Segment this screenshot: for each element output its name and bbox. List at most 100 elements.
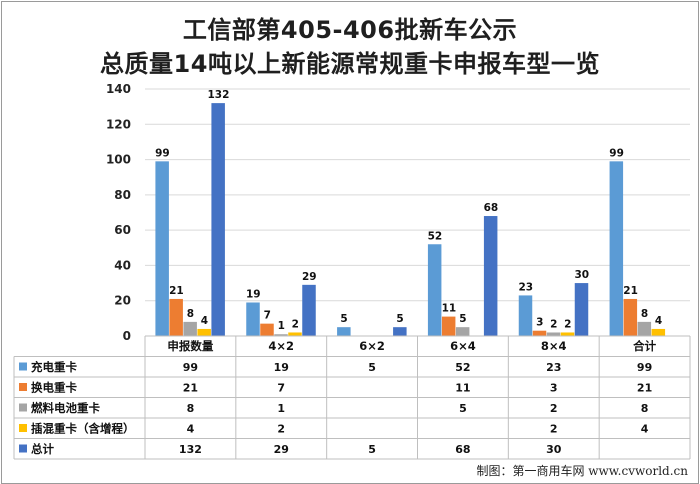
bar <box>246 302 260 336</box>
y-tick-label: 120 <box>106 117 131 131</box>
table-cell-value: 52 <box>455 361 470 374</box>
data-label: 4 <box>201 315 208 327</box>
bar <box>169 298 183 336</box>
y-tick-label: 140 <box>106 82 131 96</box>
data-label: 1 <box>278 320 285 332</box>
y-tick-label: 60 <box>114 223 131 237</box>
bar <box>637 321 652 336</box>
bar <box>183 321 197 336</box>
data-label: 30 <box>574 269 589 281</box>
x-tick-label: 申报数量 <box>167 339 213 353</box>
data-label: 2 <box>292 318 299 330</box>
bar <box>623 298 638 336</box>
table-cell-value: 8 <box>641 402 649 415</box>
bar <box>574 283 589 336</box>
data-label: 21 <box>623 285 638 297</box>
x-tick-label: 6×4 <box>450 339 476 353</box>
bar <box>260 323 274 336</box>
data-label: 4 <box>655 315 662 327</box>
legend-label: 换电重卡 <box>31 381 77 395</box>
bar <box>546 332 561 336</box>
bar <box>211 103 225 336</box>
data-label: 2 <box>550 318 557 330</box>
bar <box>532 330 547 336</box>
data-label: 99 <box>609 147 624 159</box>
bar <box>609 161 624 336</box>
legend-swatch <box>19 444 27 453</box>
y-tick-label: 80 <box>114 188 131 202</box>
table-cell-value: 99 <box>637 361 652 374</box>
bar <box>155 161 169 336</box>
bar <box>274 334 288 336</box>
bar <box>518 295 533 336</box>
table-cell-value: 1 <box>277 402 285 415</box>
legend-label: 总计 <box>31 442 54 456</box>
data-label: 11 <box>442 303 457 315</box>
data-label: 3 <box>536 317 543 329</box>
data-label: 21 <box>169 285 184 297</box>
x-tick-label: 8×4 <box>541 339 567 353</box>
table-cell-value: 68 <box>455 443 470 456</box>
bar <box>483 216 498 336</box>
data-label: 23 <box>518 281 533 293</box>
bar <box>197 328 211 336</box>
legend-swatch <box>19 403 27 412</box>
bar <box>455 327 470 336</box>
table-cell-value: 2 <box>550 423 558 436</box>
legend-swatch <box>19 424 27 432</box>
table-cell-value: 30 <box>546 443 562 456</box>
bar <box>337 327 351 336</box>
table-cell-value: 29 <box>274 443 289 456</box>
data-label: 5 <box>340 313 347 325</box>
legend-swatch <box>19 383 27 391</box>
x-tick-label: 4×2 <box>268 339 294 353</box>
legend-label: 充电重卡 <box>31 360 77 374</box>
table-cell-value: 99 <box>183 361 198 374</box>
legend-label: 插混重卡（含增程） <box>31 422 135 436</box>
data-label: 99 <box>155 147 170 159</box>
data-label: 29 <box>302 271 317 283</box>
data-label: 5 <box>459 313 466 325</box>
table-cell-value: 5 <box>459 402 467 415</box>
table-cell-value: 19 <box>274 361 289 374</box>
bar <box>651 328 666 336</box>
credit-text: 制图：第一商用车网 www.cvworld.cn <box>476 464 688 478</box>
data-label: 8 <box>187 308 194 320</box>
table-cell-value: 5 <box>368 443 376 456</box>
table-cell-value: 23 <box>546 361 561 374</box>
table-cell-value: 11 <box>455 382 470 395</box>
table-cell-value: 21 <box>183 382 198 395</box>
chart-title-line-1: 工信部第405-406批新车公示 <box>182 16 518 44</box>
bar <box>560 332 575 336</box>
bar <box>302 284 316 336</box>
x-tick-label: 合计 <box>633 339 656 353</box>
bar <box>427 244 442 336</box>
table-cell-value: 4 <box>641 423 649 436</box>
table-cell-value: 7 <box>277 382 285 395</box>
table-cell-value: 5 <box>368 361 376 374</box>
data-label: 7 <box>264 310 271 322</box>
table-cell-value: 2 <box>550 402 558 415</box>
y-tick-label: 0 <box>123 329 131 343</box>
table-cell-value: 8 <box>187 402 195 415</box>
table-cell-value: 132 <box>179 443 202 456</box>
data-label: 132 <box>207 89 229 101</box>
legend-label: 燃料电池重卡 <box>30 401 100 415</box>
table-cell-value: 21 <box>637 382 652 395</box>
data-label: 2 <box>564 318 571 330</box>
table-cell-value: 3 <box>550 382 558 395</box>
data-label: 5 <box>396 313 403 325</box>
data-label: 52 <box>428 230 443 242</box>
table-cell-value: 2 <box>277 423 285 436</box>
legend-swatch <box>19 362 27 371</box>
bar <box>393 327 407 336</box>
bar <box>441 316 456 336</box>
data-label: 8 <box>641 308 648 320</box>
bar <box>288 332 302 336</box>
y-tick-label: 100 <box>106 153 131 167</box>
x-tick-label: 6×2 <box>359 339 385 353</box>
data-label: 68 <box>484 202 499 214</box>
chart-title-line-2: 总质量14吨以上新能源常规重卡申报车型一览 <box>100 50 600 78</box>
data-label: 19 <box>246 288 261 300</box>
